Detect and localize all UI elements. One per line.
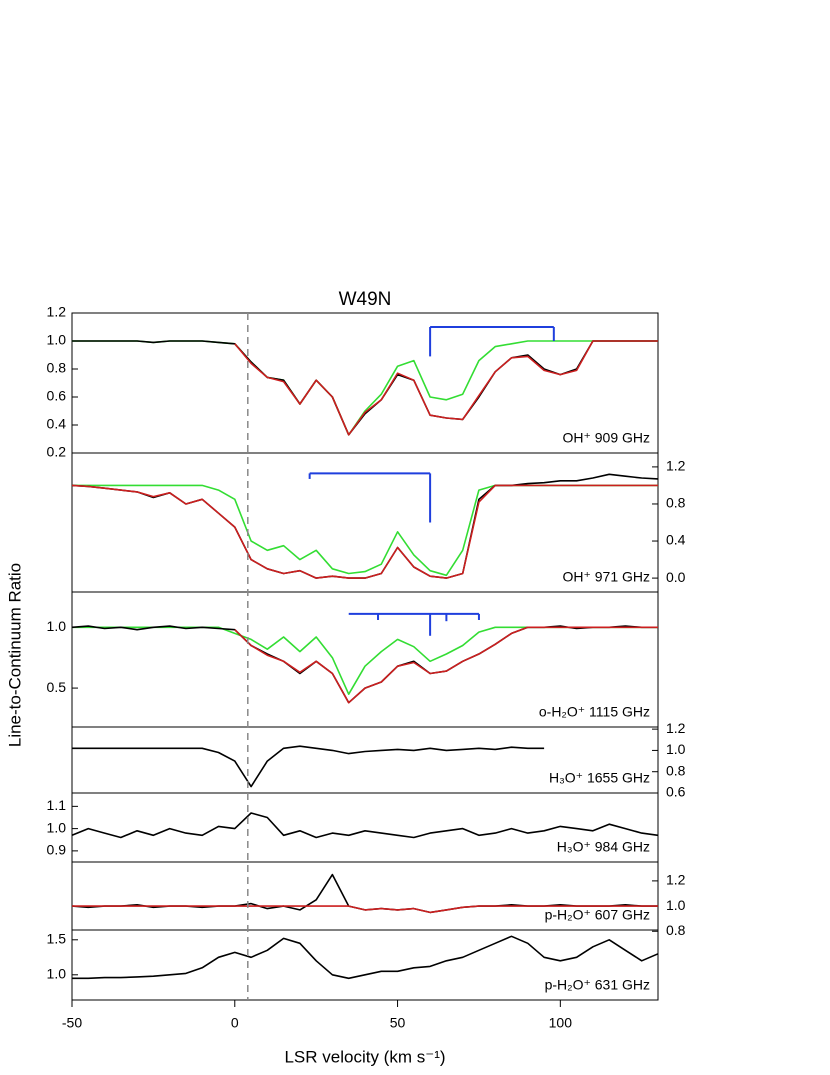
panel-label: H₃O⁺ 984 GHz — [557, 839, 650, 855]
y-tick-label: 1.5 — [47, 931, 67, 947]
y-tick-label: 1.1 — [47, 797, 67, 813]
chart-title: W49N — [339, 289, 392, 310]
y-tick-label: 1.2 — [666, 720, 686, 736]
y-tick-label: 1.0 — [666, 897, 686, 913]
y-tick-label: 0.0 — [666, 569, 686, 585]
y-tick-label: 0.6 — [47, 388, 67, 404]
y-tick-label: 1.0 — [47, 332, 67, 348]
y-tick-label: 1.0 — [47, 966, 67, 982]
spectrum-line — [72, 484, 658, 577]
spectrum-line — [71, 812, 659, 839]
y-tick-label: 1.2 — [47, 304, 67, 320]
panel-label: p-H₂O⁺ 607 GHz — [545, 907, 650, 923]
spectrum-line — [72, 340, 658, 436]
spectrum-line — [71, 484, 658, 579]
y-tick-label: 1.2 — [666, 458, 686, 474]
spectrum-line — [72, 905, 658, 914]
panel-label: OH⁺ 971 GHz — [562, 569, 650, 585]
spectrum-line — [234, 340, 658, 436]
y-axis-label: Line-to-Continuum Ratio — [5, 563, 24, 747]
panel-label: OH⁺ 909 GHz — [562, 430, 650, 446]
spectrum-line — [71, 473, 659, 579]
y-tick-label: 1.0 — [47, 618, 67, 634]
spectrum-line — [71, 625, 658, 704]
y-tick-label: 0.6 — [666, 784, 686, 800]
x-axis-label: LSR velocity (km s⁻¹) — [284, 1047, 445, 1066]
y-tick-label: 0.5 — [47, 679, 67, 695]
x-tick-label: 100 — [549, 1015, 573, 1031]
y-tick-label: 0.9 — [47, 842, 67, 858]
x-tick-label: 50 — [390, 1015, 406, 1031]
panel-label: p-H₂O⁺ 631 GHz — [545, 977, 650, 993]
x-tick-label: -50 — [62, 1015, 82, 1031]
y-tick-label: 0.8 — [666, 762, 686, 778]
y-tick-label: 1.2 — [666, 872, 686, 888]
spectrum-line — [72, 935, 659, 980]
panel-frame — [71, 929, 659, 1001]
panel-label: H₃O⁺ 1655 GHz — [549, 770, 650, 786]
y-tick-label: 0.8 — [666, 922, 686, 938]
spectrum-line — [72, 340, 658, 436]
panel-label: o-H₂O⁺ 1115 GHz — [539, 704, 650, 720]
y-tick-label: 0.8 — [666, 495, 686, 511]
spectrum-line — [234, 626, 658, 704]
y-tick-label: 0.4 — [47, 416, 67, 432]
y-tick-label: 1.0 — [47, 819, 67, 835]
y-tick-label: 0.2 — [47, 444, 67, 460]
y-tick-label: 0.8 — [47, 360, 67, 376]
spectrum-line — [72, 745, 545, 788]
y-tick-label: 0.4 — [666, 532, 686, 548]
x-tick-label: 0 — [231, 1015, 239, 1031]
y-tick-label: 1.0 — [666, 741, 686, 757]
spectrum-line — [72, 626, 658, 695]
